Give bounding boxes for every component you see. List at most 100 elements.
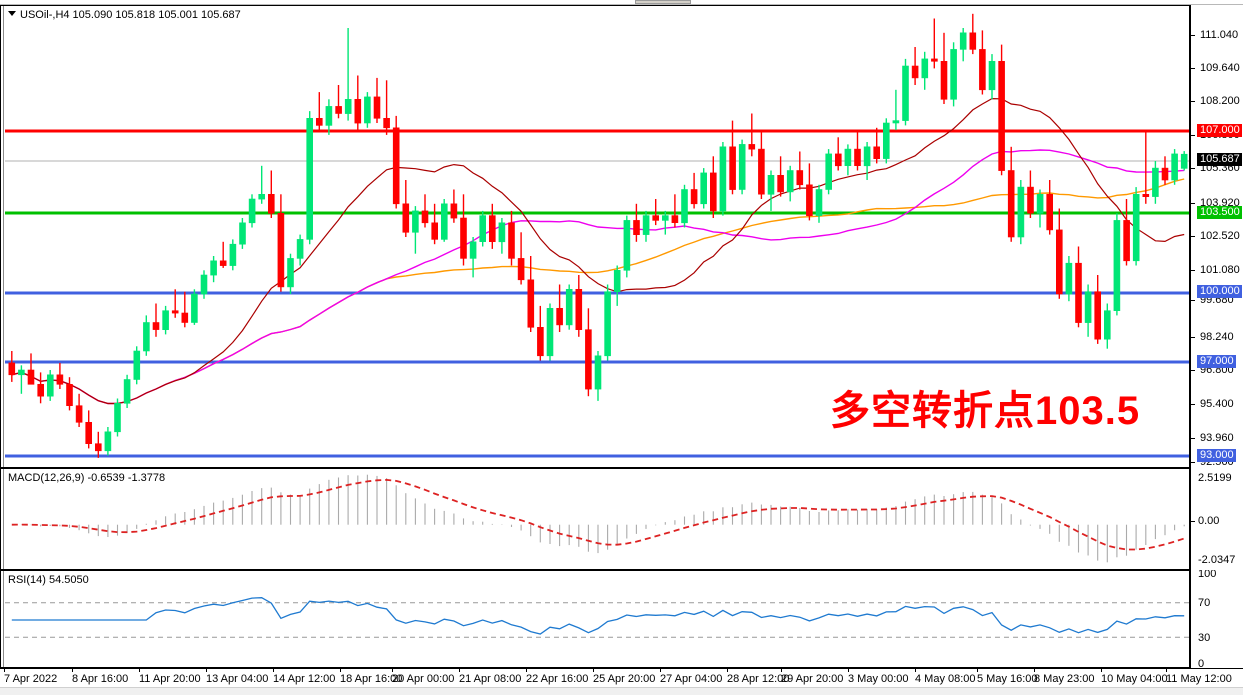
candle-body — [1007, 170, 1015, 238]
candle-body — [1104, 310, 1111, 340]
candle-body — [191, 293, 198, 323]
price-axis-tick — [1191, 462, 1195, 463]
candle-body — [1056, 229, 1063, 295]
candle-body — [690, 189, 698, 205]
candle-body — [431, 222, 439, 240]
time-axis-label: 28 Apr 12:00 — [727, 673, 790, 685]
price-pane-label: USOil-,H4 105.090 105.818 105.001 105.68… — [8, 9, 241, 21]
candle-body — [1084, 291, 1092, 323]
candle-body — [277, 213, 285, 288]
rsi-left-gutter — [1, 571, 4, 667]
price-axis[interactable]: 111.040109.640108.200106.800105.360103.9… — [1190, 5, 1243, 468]
price-axis-label: 101.080 — [1200, 264, 1240, 276]
time-axis-label: 5 May 16:00 — [977, 673, 1038, 685]
candle-body — [921, 58, 929, 79]
candle-body — [287, 258, 294, 288]
time-axis-label: 11 May 12:00 — [1166, 673, 1232, 685]
ma-line — [11, 149, 1185, 405]
macd-plot — [11, 474, 1185, 563]
candle-body — [37, 383, 45, 397]
price-axis-tick — [1191, 370, 1195, 371]
candle-body — [1152, 167, 1159, 197]
candle-body — [758, 148, 765, 195]
macd-pane[interactable]: MACD(12,26,9) -0.6539 -1.3778 — [0, 468, 1190, 570]
candle-body — [152, 322, 160, 330]
candle-body — [575, 288, 583, 330]
rsi-pane[interactable]: RSI(14) 54.5050 — [0, 570, 1190, 668]
price-axis-tick — [1191, 404, 1195, 405]
price-chart-pane[interactable]: USOil-,H4 105.090 105.818 105.001 105.68… — [0, 5, 1190, 468]
candle-body — [469, 241, 477, 259]
price-level-badge[interactable]: 103.500 — [1197, 206, 1242, 219]
price-axis-tick — [1191, 135, 1195, 136]
candle-body — [604, 291, 611, 357]
price-axis-tick — [1191, 337, 1195, 338]
candle-body — [508, 222, 515, 259]
time-axis-label: 8 Apr 16:00 — [72, 673, 129, 685]
candle-body — [517, 258, 525, 281]
time-axis-label: 22 Apr 16:00 — [526, 673, 589, 685]
triangle-down-icon[interactable] — [8, 11, 16, 16]
candle-body — [546, 307, 554, 357]
candle-body — [661, 215, 669, 221]
candle-body — [671, 215, 679, 224]
candle-body — [527, 279, 535, 328]
candle-body — [306, 118, 314, 240]
price-axis-label: 99.680 — [1200, 294, 1234, 306]
price-axis-tick — [1191, 168, 1195, 169]
price-axis-label: 96.800 — [1200, 364, 1234, 376]
candle-body — [931, 58, 938, 62]
price-level-badge[interactable]: 107.000 — [1197, 124, 1242, 137]
candle-body — [325, 106, 333, 126]
time-axis-tick — [915, 668, 916, 672]
candle-body — [815, 189, 823, 216]
time-axis-label: 29 Apr 20:00 — [781, 673, 844, 685]
time-axis[interactable]: 7 Apr 2022 8 Apr 16:00 11 Apr 20:00 13 Apr … — [0, 668, 1243, 690]
candle-body — [95, 443, 102, 452]
candle-body — [681, 189, 688, 224]
candle-body — [460, 217, 467, 259]
candle-body — [825, 153, 833, 190]
time-axis-tick — [1101, 668, 1102, 672]
candle-body — [8, 362, 16, 376]
scroll-nub[interactable] — [635, 0, 691, 4]
candle-body — [1113, 220, 1121, 311]
candle-body — [1171, 153, 1178, 181]
macd-axis-label: 2.5199 — [1198, 472, 1232, 484]
candle-body — [969, 32, 977, 50]
candle-body — [364, 96, 371, 124]
candle-body — [806, 184, 813, 217]
symbol-ohlc-text: USOil-,H4 105.090 105.818 105.001 105.68… — [20, 9, 241, 21]
time-axis-tick — [459, 668, 460, 672]
candle-body — [315, 118, 323, 126]
candle-body — [844, 148, 852, 167]
rsi-plot — [5, 597, 1189, 638]
time-axis-tick — [781, 668, 782, 672]
price-axis-tick — [1191, 203, 1195, 204]
candle-body — [988, 60, 996, 91]
candle-body — [267, 194, 275, 214]
candle-body — [738, 144, 746, 190]
price-axis-tick — [1191, 35, 1195, 36]
price-level-badge[interactable]: 97.000 — [1197, 355, 1236, 368]
candle-body — [450, 203, 458, 219]
price-axis-tick — [1191, 68, 1195, 69]
macd-axis: 2.5199 0.00 -2.0347 — [1190, 468, 1243, 570]
price-level-badge[interactable]: 93.000 — [1197, 449, 1236, 462]
candle-body — [623, 220, 631, 271]
candle-body — [440, 203, 448, 240]
candle-body — [344, 99, 352, 114]
candle-body — [1094, 291, 1101, 340]
time-axis-tick — [848, 668, 849, 672]
candle-body — [200, 274, 208, 295]
candle-body — [66, 383, 73, 406]
candle-body — [565, 288, 573, 326]
candle-body — [114, 402, 121, 433]
price-axis-tick — [1191, 101, 1195, 102]
price-level-badge[interactable]: 105.687 — [1197, 153, 1242, 166]
time-axis-rule — [0, 668, 1243, 669]
price-axis-label: 103.920 — [1200, 197, 1240, 209]
time-axis-tick — [206, 668, 207, 672]
price-axis-label: 105.360 — [1200, 162, 1240, 174]
price-level-badge[interactable]: 100.000 — [1197, 285, 1242, 298]
